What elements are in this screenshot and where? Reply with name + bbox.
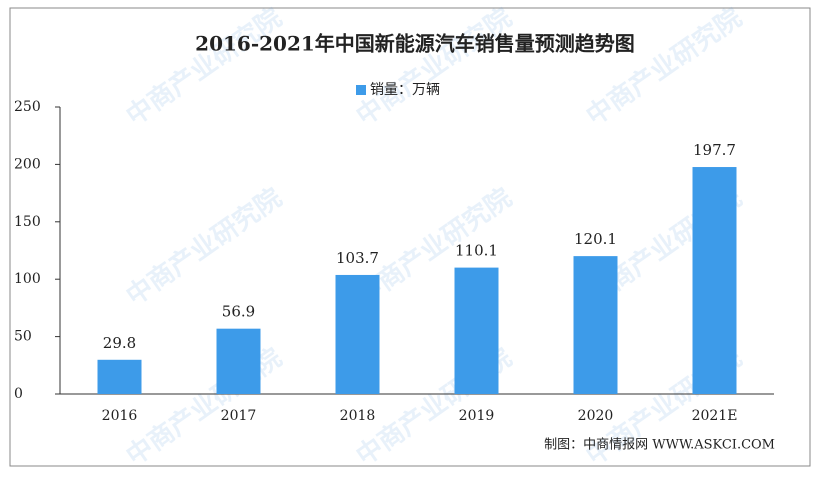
data-label: 197.7: [693, 141, 736, 159]
bar: [335, 274, 380, 394]
y-tick-label: 0: [14, 386, 23, 402]
data-label: 110.1: [455, 242, 498, 260]
frame: [9, 7, 811, 467]
x-tick-label: 2017: [221, 408, 257, 424]
y-tick-label: 200: [14, 156, 41, 172]
data-label: 56.9: [222, 303, 255, 321]
y-tick-label: 50: [14, 329, 32, 345]
bar: [454, 267, 499, 394]
x-tick-label: 2016: [102, 408, 138, 424]
data-label: 120.1: [574, 230, 617, 248]
watermarks: 中商产业研究院 中商产业研究院 中商产业研究院 中商产业研究院 中商产业研究院 …: [121, 2, 748, 472]
x-tick-label: 2018: [340, 408, 376, 424]
bar: [573, 256, 618, 394]
source-note: 制图：中商情报网 WWW.ASKCI.COM: [544, 438, 775, 453]
y-tick-label: 150: [14, 214, 41, 230]
x-tick-label: 2020: [578, 408, 614, 424]
chart-title: 2016-2021年中国新能源汽车销售量预测趋势图: [195, 32, 635, 56]
x-tick-label: 2019: [459, 408, 495, 424]
x-tick-label: 2021E: [692, 408, 738, 424]
data-label: 29.8: [103, 334, 136, 352]
bar: [216, 328, 261, 394]
bar: [97, 359, 142, 394]
y-tick-label: 250: [14, 99, 41, 115]
bar: [692, 167, 737, 394]
legend-swatch: [356, 85, 366, 95]
legend-label: 销量：万辆: [370, 82, 440, 98]
data-label: 103.7: [336, 249, 379, 267]
y-tick-label: 100: [14, 271, 41, 287]
